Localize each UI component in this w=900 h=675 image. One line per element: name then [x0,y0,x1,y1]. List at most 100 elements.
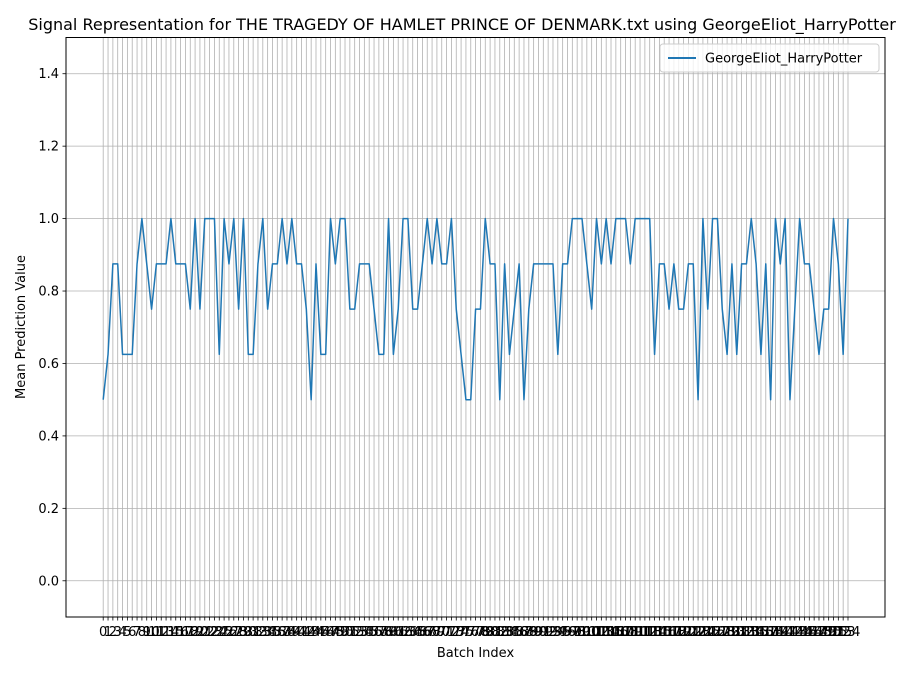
x-tick-label: 41 [293,625,310,640]
x-tick-label: 150 [816,625,841,640]
x-tick-label: 132 [729,625,754,640]
x-tick-label: 143 [782,625,807,640]
x-tick-label: 24 [211,625,228,640]
x-tick-label: 94 [550,625,567,640]
x-tick-label: 62 [395,625,412,640]
y-tick-label: 1.2 [38,140,59,155]
x-tick-label: 77 [467,625,484,640]
x-tick-label: 99 [574,625,591,640]
x-tick-label: 142 [778,625,803,640]
y-axis-label: Mean Prediction Value [14,255,29,399]
x-tick-label: 4 [118,625,126,640]
x-tick-label: 144 [787,625,812,640]
x-tick-label: 51 [342,625,359,640]
x-tick-label: 140 [768,625,793,640]
x-tick-label: 139 [763,625,788,640]
x-tick-label: 22 [201,625,218,640]
x-tick-label: 61 [390,625,407,640]
x-tick-label: 141 [773,625,798,640]
x-tick-label: 116 [652,625,677,640]
y-tick-label: 1.0 [38,212,59,227]
x-tick-label: 55 [361,625,378,640]
x-tick-label: 1 [104,625,112,640]
x-tick-label: 18 [182,625,199,640]
x-tick-label: 15 [167,625,184,640]
x-tick-label: 85 [506,625,523,640]
x-tick-label: 130 [720,625,745,640]
x-tick-label: 122 [681,625,706,640]
x-tick-label: 33 [255,625,272,640]
y-tick-label: 0.0 [38,574,59,589]
x-tick-label: 37 [274,625,291,640]
y-tick-label: 1.4 [38,67,59,82]
x-tick-label: 44 [308,625,325,640]
y-tick-label: 0.4 [38,429,59,444]
y-tick-label: 0.8 [38,285,59,300]
x-tick-label: 72 [443,625,460,640]
x-tick-label: 53 [351,625,368,640]
x-tick-label: 83 [496,625,513,640]
x-gridlines [102,37,849,617]
x-tick-label: 151 [821,625,846,640]
x-tick-label: 112 [632,625,657,640]
x-tick-label: 135 [744,625,769,640]
x-tick-label: 105 [599,625,624,640]
x-tick-label: 6 [128,625,136,640]
x-tick-label: 84 [501,625,518,640]
x-tick-label: 29 [235,625,252,640]
x-tick-label: 74 [453,625,470,640]
x-tick-label: 129 [715,625,740,640]
x-tick-label: 123 [686,625,711,640]
legend-box [659,43,880,73]
x-tick-label: 59 [380,625,397,640]
x-tick-label: 47 [322,625,339,640]
x-tick-label: 58 [375,625,392,640]
x-tick-label: 111 [628,625,653,640]
x-tick-label: 39 [284,625,301,640]
x-tick-label: 78 [472,625,489,640]
x-tick-label: 50 [337,625,354,640]
x-tick-label: 49 [332,625,349,640]
x-tick-label: 152 [826,625,851,640]
x-tick-label: 147 [802,625,827,640]
x-tick-label: 134 [739,625,764,640]
x-tick-label: 102 [584,625,609,640]
x-tick-label: 31 [245,625,262,640]
x-tick-label: 56 [366,625,383,640]
x-tick-label: 0 [99,625,107,640]
x-tick-label: 54 [356,625,373,640]
x-tick-label: 92 [540,625,557,640]
x-tick-label: 81 [487,625,504,640]
x-tick-label: 20 [192,625,209,640]
x-tick-label: 115 [647,625,672,640]
y-tick-label: 0.6 [38,357,59,372]
x-tick-label: 57 [371,625,388,640]
x-tick-label: 133 [734,625,759,640]
x-tick-label: 36 [269,625,286,640]
x-tick-label: 8 [138,625,146,640]
x-tick-label: 107 [608,625,633,640]
x-tick-label: 32 [250,625,267,640]
y-gridlines [66,73,885,582]
x-tick-label: 11 [148,625,165,640]
x-tick-label: 98 [569,625,586,640]
x-tick-label: 60 [385,625,402,640]
x-tick-label: 146 [797,625,822,640]
x-tick-label: 108 [613,625,638,640]
x-tick-label: 43 [303,625,320,640]
x-tick-label: 73 [448,625,465,640]
x-tick-label: 103 [589,625,614,640]
x-tick-label: 101 [579,625,604,640]
x-tick-label: 68 [424,625,441,640]
x-tick-label: 104 [594,625,619,640]
x-tick-label: 38 [279,625,296,640]
x-tick-label: 28 [230,625,247,640]
x-tick-label: 128 [710,625,735,640]
x-tick-label: 87 [516,625,533,640]
x-tick-label: 12 [153,625,170,640]
x-tick-label: 76 [462,625,479,640]
x-tick-label: 30 [240,625,257,640]
x-tick-label: 75 [458,625,475,640]
x-tick-label: 148 [807,625,832,640]
